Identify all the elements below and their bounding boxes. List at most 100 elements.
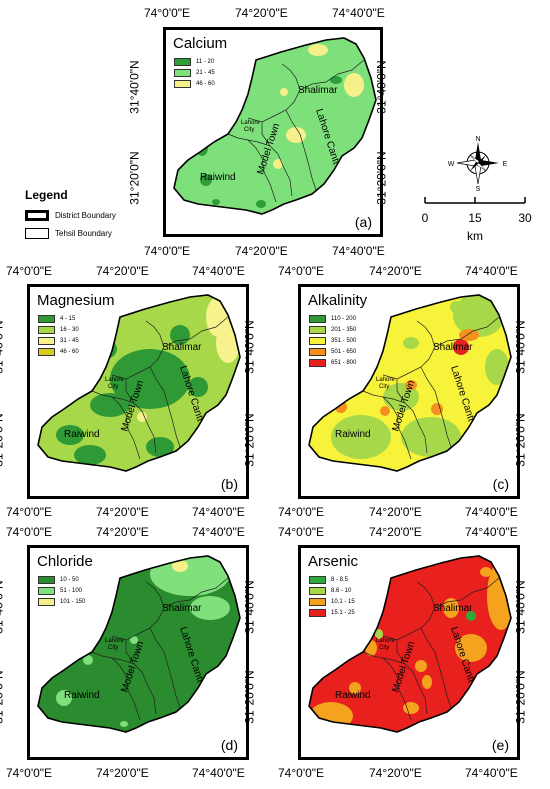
- concentration-zone: [455, 634, 487, 662]
- lon-label-d-top-2: 74°40'0"E: [192, 525, 245, 539]
- calcium-legend-range: 46 - 60: [196, 80, 215, 87]
- tehsil-boundaries: [362, 577, 500, 721]
- tehsil-boundaries: [362, 316, 500, 460]
- concentration-zone: [90, 393, 130, 417]
- alkalinity-panel-label: (c): [492, 476, 509, 492]
- district-boundary-swatch: [25, 209, 49, 221]
- alkalinity-legend-range: 201 - 350: [331, 326, 357, 333]
- scale-tick-1: 15: [468, 211, 482, 225]
- calcium-legend: 11 - 20 21 - 45 46 - 60: [174, 56, 215, 89]
- lon-label-top-0: 74°0'0"E: [144, 6, 191, 20]
- district-outline: [308, 555, 512, 733]
- magnesium-legend-swatch: [38, 347, 55, 356]
- lon-label-b-top-1: 74°20'0"E: [96, 264, 149, 278]
- place-lahore-city-line1: Lahore: [241, 120, 260, 126]
- concentration-zone: [256, 200, 266, 208]
- lon-label-c-bottom-0: 74°0'0"E: [278, 505, 325, 519]
- concentration-zone: [480, 567, 492, 577]
- district-outline: [173, 37, 377, 215]
- concentration-zone: [453, 295, 505, 337]
- concentration-zone: [330, 76, 342, 84]
- lon-label-c-top-1: 74°20'0"E: [369, 264, 422, 278]
- magnesium-legend-range: 46 - 60: [60, 348, 79, 355]
- concentration-zone: [273, 159, 283, 169]
- concentration-zone: [309, 702, 353, 730]
- concentration-zone: [344, 73, 364, 97]
- magnesium-legend-item: 16 - 30: [38, 324, 79, 335]
- legend-tehsil-label: Tehsil Boundary: [55, 228, 112, 238]
- concentration-zone: [286, 127, 306, 143]
- alkalinity-legend-swatch: [309, 325, 326, 334]
- scale-tick-0: 0: [422, 211, 429, 225]
- map-svg: Shalimar Lahore City Model Town Lahore C…: [308, 555, 512, 733]
- lat-label-a-left-0: 31°40'0"N: [127, 60, 142, 114]
- lon-label-top-2: 74°40'0"E: [332, 6, 385, 20]
- alkalinity-legend-swatch: [309, 347, 326, 356]
- concentration-zone: [56, 425, 84, 445]
- alkalinity-legend-range: 501 - 650: [331, 348, 357, 355]
- concentration-zone: [188, 377, 208, 397]
- alkalinity-legend-range: 110 - 200: [331, 315, 356, 322]
- lon-label-e-top-2: 74°40'0"E: [465, 525, 518, 539]
- lat-label-d-right-1: 31°20'0"N: [242, 670, 257, 724]
- chloride-legend-item: 10 - 50: [38, 574, 85, 585]
- concentration-zone: [130, 636, 138, 644]
- arsenic-legend-item: 10.1 - 15: [309, 596, 355, 607]
- alkalinity-legend-range: 351 - 500: [331, 337, 357, 344]
- lat-label-c-right-0: 31°40'0"N: [513, 320, 528, 374]
- magnesium-panel-label: (b): [220, 476, 238, 492]
- place-shalimar: Shalimar: [433, 603, 473, 614]
- concentration-zone: [110, 349, 190, 409]
- concentration-zone: [401, 417, 461, 457]
- concentration-zone: [331, 415, 391, 459]
- lon-label-c-top-2: 74°40'0"E: [465, 264, 518, 278]
- magnesium-legend-item: 4 - 15: [38, 313, 79, 324]
- calcium-legend-swatch: [174, 79, 191, 88]
- chloride-title: Chloride: [37, 553, 93, 570]
- concentration-zone: [172, 560, 188, 572]
- lon-label-b-top-2: 74°40'0"E: [192, 264, 245, 278]
- place-lahore-city-line2: City: [244, 127, 254, 133]
- lon-label-b-top-0: 74°0'0"E: [6, 264, 53, 278]
- scale-bar: 0 15 30 km: [415, 195, 535, 250]
- lat-label-d-left-0: 31°40'0"N: [0, 580, 6, 634]
- calcium-legend-range: 11 - 20: [196, 58, 215, 65]
- concentration-zone: [466, 611, 476, 621]
- north-s-label: S: [476, 186, 481, 192]
- concentration-zone: [380, 406, 390, 416]
- arsenic-legend-swatch: [309, 608, 326, 617]
- calcium-legend-item: 21 - 45: [174, 67, 215, 78]
- concentration-zone: [485, 349, 509, 385]
- alkalinity-legend-item: 651 - 800: [309, 357, 356, 368]
- place-lahore-city-line1: Lahore: [105, 638, 124, 644]
- lon-label-e-bottom-1: 74°20'0"E: [369, 766, 422, 780]
- scale-unit: km: [467, 229, 483, 243]
- place-lahore-city-line1: Lahore: [376, 638, 395, 644]
- lon-label-d-bottom-2: 74°40'0"E: [192, 766, 245, 780]
- chloride-legend-range: 101 - 150: [60, 598, 86, 605]
- concentration-zone: [308, 44, 328, 56]
- arsenic-legend-swatch: [309, 575, 326, 584]
- calcium-title: Calcium: [173, 35, 228, 52]
- place-shalimar: Shalimar: [298, 85, 338, 96]
- map-svg: Shalimar Lahore City Model Town Lahore C…: [37, 294, 241, 472]
- concentration-zone: [415, 660, 427, 672]
- lon-label-d-bottom-0: 74°0'0"E: [6, 766, 53, 780]
- map-panel-calcium: Shalimar Lahore City Model Town Lahore C…: [163, 27, 383, 237]
- concentration-zone: [56, 690, 72, 706]
- magnesium-legend-swatch: [38, 325, 55, 334]
- place-shalimar: Shalimar: [162, 342, 202, 353]
- place-shalimar: Shalimar: [433, 342, 473, 353]
- tehsil-boundaries: [227, 59, 365, 203]
- lat-label-c-right-1: 31°20'0"N: [513, 413, 528, 467]
- place-lahore-city-line2: City: [108, 645, 118, 651]
- lat-label-d-left-1: 31°20'0"N: [0, 670, 6, 724]
- concentration-zone: [74, 445, 106, 465]
- place-raiwind: Raiwind: [335, 690, 371, 701]
- lat-label-d-right-0: 31°40'0"N: [242, 580, 257, 634]
- map-svg: Shalimar Lahore City Model Town Lahore C…: [308, 294, 512, 472]
- lon-label-e-bottom-2: 74°40'0"E: [465, 766, 518, 780]
- concentration-zone: [137, 412, 147, 422]
- lon-label-a-bottom-0: 74°0'0"E: [144, 244, 191, 258]
- place-lahore-city-line2: City: [108, 384, 118, 390]
